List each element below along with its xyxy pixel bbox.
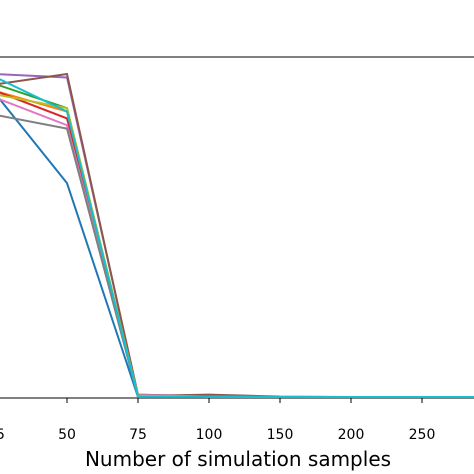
x-tick-label: 50 (58, 427, 76, 443)
x-tick-label: 75 (129, 427, 147, 443)
x-tick-label: 100 (196, 427, 223, 443)
series-line (0, 114, 474, 398)
x-tick-label: 250 (409, 427, 436, 443)
x-axis-label: Number of simulation samples (85, 447, 391, 471)
x-tick-label: 150 (267, 427, 294, 443)
x-tick-label: 200 (338, 427, 365, 443)
x-tick-label: 25 (0, 427, 5, 443)
series-line (0, 78, 474, 398)
